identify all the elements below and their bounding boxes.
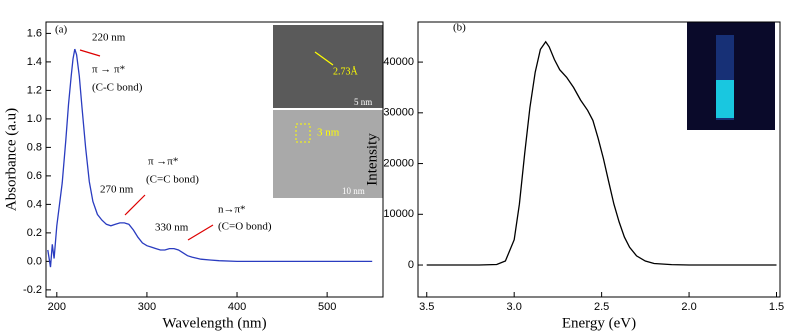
y-tick-label: 1.6 [27, 27, 42, 39]
annotation: π →π* [148, 156, 178, 168]
x-tick-label: 2.5 [594, 301, 609, 313]
y-tick-label: 0.0 [27, 255, 42, 267]
arrow [79, 49, 101, 57]
annotation: 5 nm [354, 97, 372, 107]
x-tick-label: 3.0 [507, 301, 522, 313]
annotation: 330 nm [155, 222, 189, 234]
y-tick-label: 10000 [383, 208, 414, 220]
data-line [426, 40, 777, 266]
annotation: n→π* [218, 204, 246, 216]
annotation: (C=C bond) [146, 174, 199, 186]
annotation: π → π* [92, 64, 125, 76]
arrow [124, 194, 146, 216]
y-axis-label: Absorbance (a.u) [3, 108, 19, 211]
x-tick-label: 500 [318, 301, 336, 313]
inset-tem-bottom [273, 110, 383, 198]
y-tick-label: 0.4 [27, 198, 42, 210]
plot-frame [417, 21, 781, 298]
arrows [79, 49, 334, 241]
y-tick-label: 1.2 [27, 84, 42, 96]
annotation: (C=O bond) [218, 221, 272, 233]
y-tick-label: 0.8 [27, 141, 42, 153]
x-tick-label: 3.5 [419, 301, 434, 313]
y-tick-label: 1.4 [27, 56, 42, 68]
x-tick-label: 2.0 [681, 301, 696, 313]
y-axis-label: Intensity [364, 133, 380, 186]
y-tick-label: 40000 [383, 56, 414, 68]
insets [273, 22, 775, 198]
annotation: (b) [453, 22, 466, 34]
y-tick-label: 0.6 [27, 170, 42, 182]
y-tick-label: 30000 [383, 107, 414, 119]
x-tick-label: 400 [228, 301, 246, 313]
glow [716, 80, 734, 118]
x-tick-label: 300 [138, 301, 156, 313]
annotation: 270 nm [100, 184, 134, 196]
y-tick-label: 20000 [383, 157, 414, 169]
data-line [47, 48, 373, 268]
inset-tem-top [273, 25, 383, 108]
x-tick-label: 1.5 [769, 301, 784, 313]
annotation: (a) [55, 24, 68, 36]
plot-frame [45, 21, 384, 298]
y-tick-label: 1.0 [27, 113, 42, 125]
annotation: (C-C bond) [92, 82, 143, 94]
y-tick-label: -0.2 [23, 284, 42, 296]
y-tick-label: 0.2 [27, 227, 42, 239]
arrow [187, 224, 214, 241]
x-axis-label: Wavelength (nm) [162, 315, 266, 331]
arrow [314, 51, 334, 66]
annotation: 220 nm [92, 32, 126, 44]
y-tick-label: 0 [408, 259, 414, 271]
x-tick-label: 200 [48, 301, 66, 313]
annotation: 3 nm [317, 127, 340, 139]
annotation: 2.73Å [333, 65, 359, 77]
x-axis-label: Energy (eV) [562, 315, 636, 331]
annotation: 10 nm [342, 186, 365, 196]
